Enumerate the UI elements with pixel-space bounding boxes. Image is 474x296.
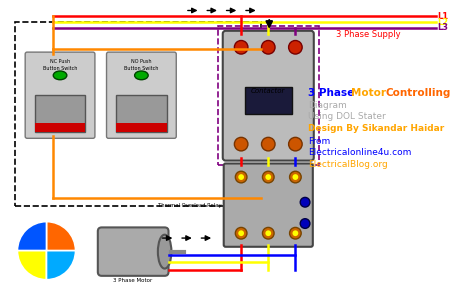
Text: Diagram: Diagram (308, 101, 346, 110)
Text: L1: L1 (438, 12, 449, 21)
Circle shape (262, 137, 275, 151)
Circle shape (290, 171, 301, 183)
Circle shape (292, 174, 298, 180)
Ellipse shape (53, 71, 67, 80)
FancyBboxPatch shape (223, 31, 314, 161)
Circle shape (292, 230, 298, 236)
Circle shape (300, 197, 310, 207)
Circle shape (265, 174, 271, 180)
FancyBboxPatch shape (25, 52, 95, 138)
Circle shape (265, 230, 271, 236)
Text: Motor: Motor (351, 88, 389, 98)
Circle shape (290, 227, 301, 239)
Text: NO Push: NO Push (131, 59, 152, 64)
Text: Button Switch: Button Switch (43, 66, 77, 71)
Text: 3 Phase Supply: 3 Phase Supply (336, 30, 401, 39)
Circle shape (262, 41, 275, 54)
FancyBboxPatch shape (107, 52, 176, 138)
Circle shape (300, 219, 310, 229)
Bar (35, 123, 85, 131)
Bar (116, 95, 166, 131)
Ellipse shape (135, 71, 148, 80)
Circle shape (238, 230, 244, 236)
Text: Electricalonline4u.com: Electricalonline4u.com (308, 148, 411, 157)
Bar (245, 87, 292, 114)
Wedge shape (18, 251, 46, 280)
Text: Button Switch: Button Switch (124, 66, 159, 71)
Text: L3: L3 (438, 23, 449, 32)
Circle shape (238, 174, 244, 180)
Text: Contactor: Contactor (251, 88, 285, 94)
Text: ElectricalBlog.org: ElectricalBlog.org (308, 160, 388, 169)
Bar (15, 22, 262, 206)
Circle shape (289, 137, 302, 151)
Text: 3 Phase Motor: 3 Phase Motor (113, 278, 152, 283)
Circle shape (289, 41, 302, 54)
Wedge shape (46, 251, 75, 280)
Wedge shape (46, 222, 75, 251)
Circle shape (263, 171, 274, 183)
FancyBboxPatch shape (224, 163, 313, 247)
Bar (218, 26, 319, 165)
Circle shape (263, 227, 274, 239)
Bar (35, 95, 85, 131)
FancyBboxPatch shape (98, 227, 169, 276)
Text: Using DOL Stater: Using DOL Stater (308, 112, 386, 120)
Text: From: From (308, 137, 330, 146)
Wedge shape (18, 222, 46, 251)
Ellipse shape (158, 235, 172, 268)
Text: Controlling: Controlling (385, 88, 451, 98)
Bar (116, 123, 166, 131)
Text: NC Push: NC Push (50, 59, 70, 64)
Circle shape (235, 227, 247, 239)
Text: L2: L2 (438, 17, 449, 27)
Text: Design By Sikandar Haidar: Design By Sikandar Haidar (308, 124, 444, 133)
Circle shape (234, 41, 248, 54)
Text: 3 Phase: 3 Phase (308, 88, 358, 98)
Circle shape (234, 137, 248, 151)
Circle shape (235, 171, 247, 183)
Text: Thermal Overload Relay: Thermal Overload Relay (158, 203, 222, 207)
